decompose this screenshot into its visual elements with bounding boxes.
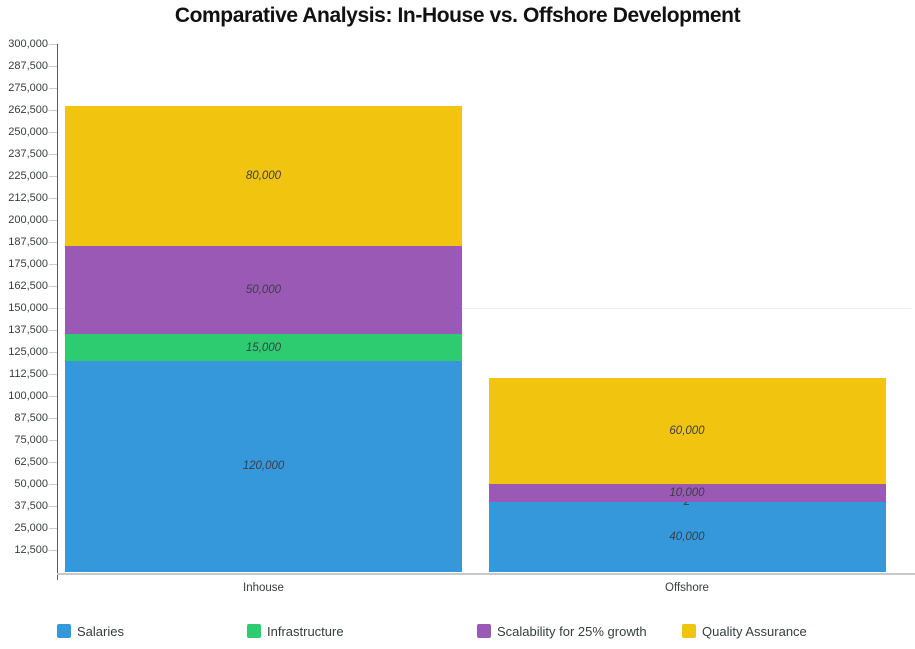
- y-tick-mark: [49, 506, 57, 507]
- legend-swatch-scalability: [477, 624, 491, 638]
- chart-title: Comparative Analysis: In-House vs. Offsh…: [174, 4, 741, 27]
- y-tick-mark: [49, 242, 57, 243]
- legend-item-quality[interactable]: Quality Assurance: [682, 622, 807, 640]
- y-tick-label: 262,500: [8, 104, 48, 116]
- y-tick-label: 100,000: [8, 390, 48, 402]
- y-axis-line: [57, 44, 58, 580]
- x-category-label-inhouse: Inhouse: [243, 582, 284, 594]
- y-tick-label: 187,500: [8, 236, 48, 248]
- y-tick-mark: [49, 396, 57, 397]
- y-tick-label: 250,000: [8, 126, 48, 138]
- bar-segment-inhouse-quality[interactable]: [65, 105, 462, 247]
- y-tick-label: 225,000: [8, 170, 48, 182]
- y-tick-label: 137,500: [8, 324, 48, 336]
- y-tick-mark: [49, 176, 57, 177]
- legend-swatch-infrastructure: [247, 624, 261, 638]
- y-tick-label: 87,500: [14, 412, 48, 424]
- y-tick-label: 37,500: [14, 500, 48, 512]
- legend-label: Infrastructure: [267, 623, 344, 639]
- y-tick-mark: [49, 550, 57, 551]
- y-tick-label: 62,500: [14, 456, 48, 468]
- y-tick-mark: [49, 528, 57, 529]
- legend-swatch-salaries: [57, 624, 71, 638]
- y-tick-label: 25,000: [14, 522, 48, 534]
- y-tick-label: 112,500: [9, 368, 48, 380]
- y-tick-label: 200,000: [8, 214, 48, 226]
- bar-segment-inhouse-salaries[interactable]: [65, 360, 462, 572]
- bar-segment-inhouse-infrastructure[interactable]: [65, 334, 462, 361]
- legend-label: Scalability for 25% growth: [497, 623, 647, 639]
- legend-item-salaries[interactable]: Salaries: [57, 622, 124, 640]
- y-tick-label: 150,000: [8, 302, 48, 314]
- legend-label: Quality Assurance: [702, 623, 807, 639]
- y-tick-mark: [49, 374, 57, 375]
- y-tick-label: 275,000: [8, 82, 48, 94]
- x-axis-line: [57, 573, 915, 575]
- y-tick-mark: [49, 154, 57, 155]
- y-tick-mark: [49, 308, 57, 309]
- y-tick-label: 300,000: [8, 38, 48, 50]
- y-tick-label: 175,000: [8, 258, 48, 270]
- legend-item-scalability[interactable]: Scalability for 25% growth: [477, 622, 647, 640]
- y-tick-mark: [49, 198, 57, 199]
- y-tick-label: 75,000: [14, 434, 48, 446]
- y-tick-label: 50,000: [14, 478, 48, 490]
- legend-label: Salaries: [77, 623, 124, 639]
- y-tick-mark: [49, 286, 57, 287]
- y-tick-mark: [49, 352, 57, 353]
- y-tick-mark: [49, 484, 57, 485]
- gridline-150000: [58, 308, 911, 309]
- y-tick-mark: [49, 88, 57, 89]
- y-tick-label: 287,500: [8, 60, 48, 72]
- y-tick-mark: [49, 66, 57, 67]
- y-tick-mark: [49, 418, 57, 419]
- y-tick-mark: [49, 462, 57, 463]
- y-tick-mark: [49, 44, 57, 45]
- legend: Salaries Infrastructure Scalability for 25…: [0, 622, 915, 646]
- x-category-label-offshore: Offshore: [665, 582, 709, 594]
- y-tick-label: 12,500: [14, 544, 48, 556]
- y-tick-mark: [49, 440, 57, 441]
- legend-swatch-quality: [682, 624, 696, 638]
- y-tick-label: 162,500: [8, 280, 48, 292]
- y-tick-label: 125,000: [8, 346, 48, 358]
- bar-segment-offshore-quality[interactable]: [488, 378, 886, 484]
- legend-item-infrastructure[interactable]: Infrastructure: [247, 622, 344, 640]
- y-tick-mark: [49, 110, 57, 111]
- plot-area: 12,500 25,000 37,500 50,000 62,500 75,000 87,5…: [8, 38, 915, 594]
- y-tick-label: 212,500: [8, 192, 48, 204]
- y-tick-mark: [49, 264, 57, 265]
- bar-segment-inhouse-scalability[interactable]: [65, 246, 462, 335]
- bar-segment-offshore-salaries[interactable]: [488, 501, 886, 572]
- y-tick-label: 237,500: [8, 148, 48, 160]
- y-tick-mark: [49, 220, 57, 221]
- y-tick-mark: [49, 132, 57, 133]
- y-tick-mark: [49, 330, 57, 331]
- bar-segment-offshore-scalability[interactable]: [488, 483, 886, 502]
